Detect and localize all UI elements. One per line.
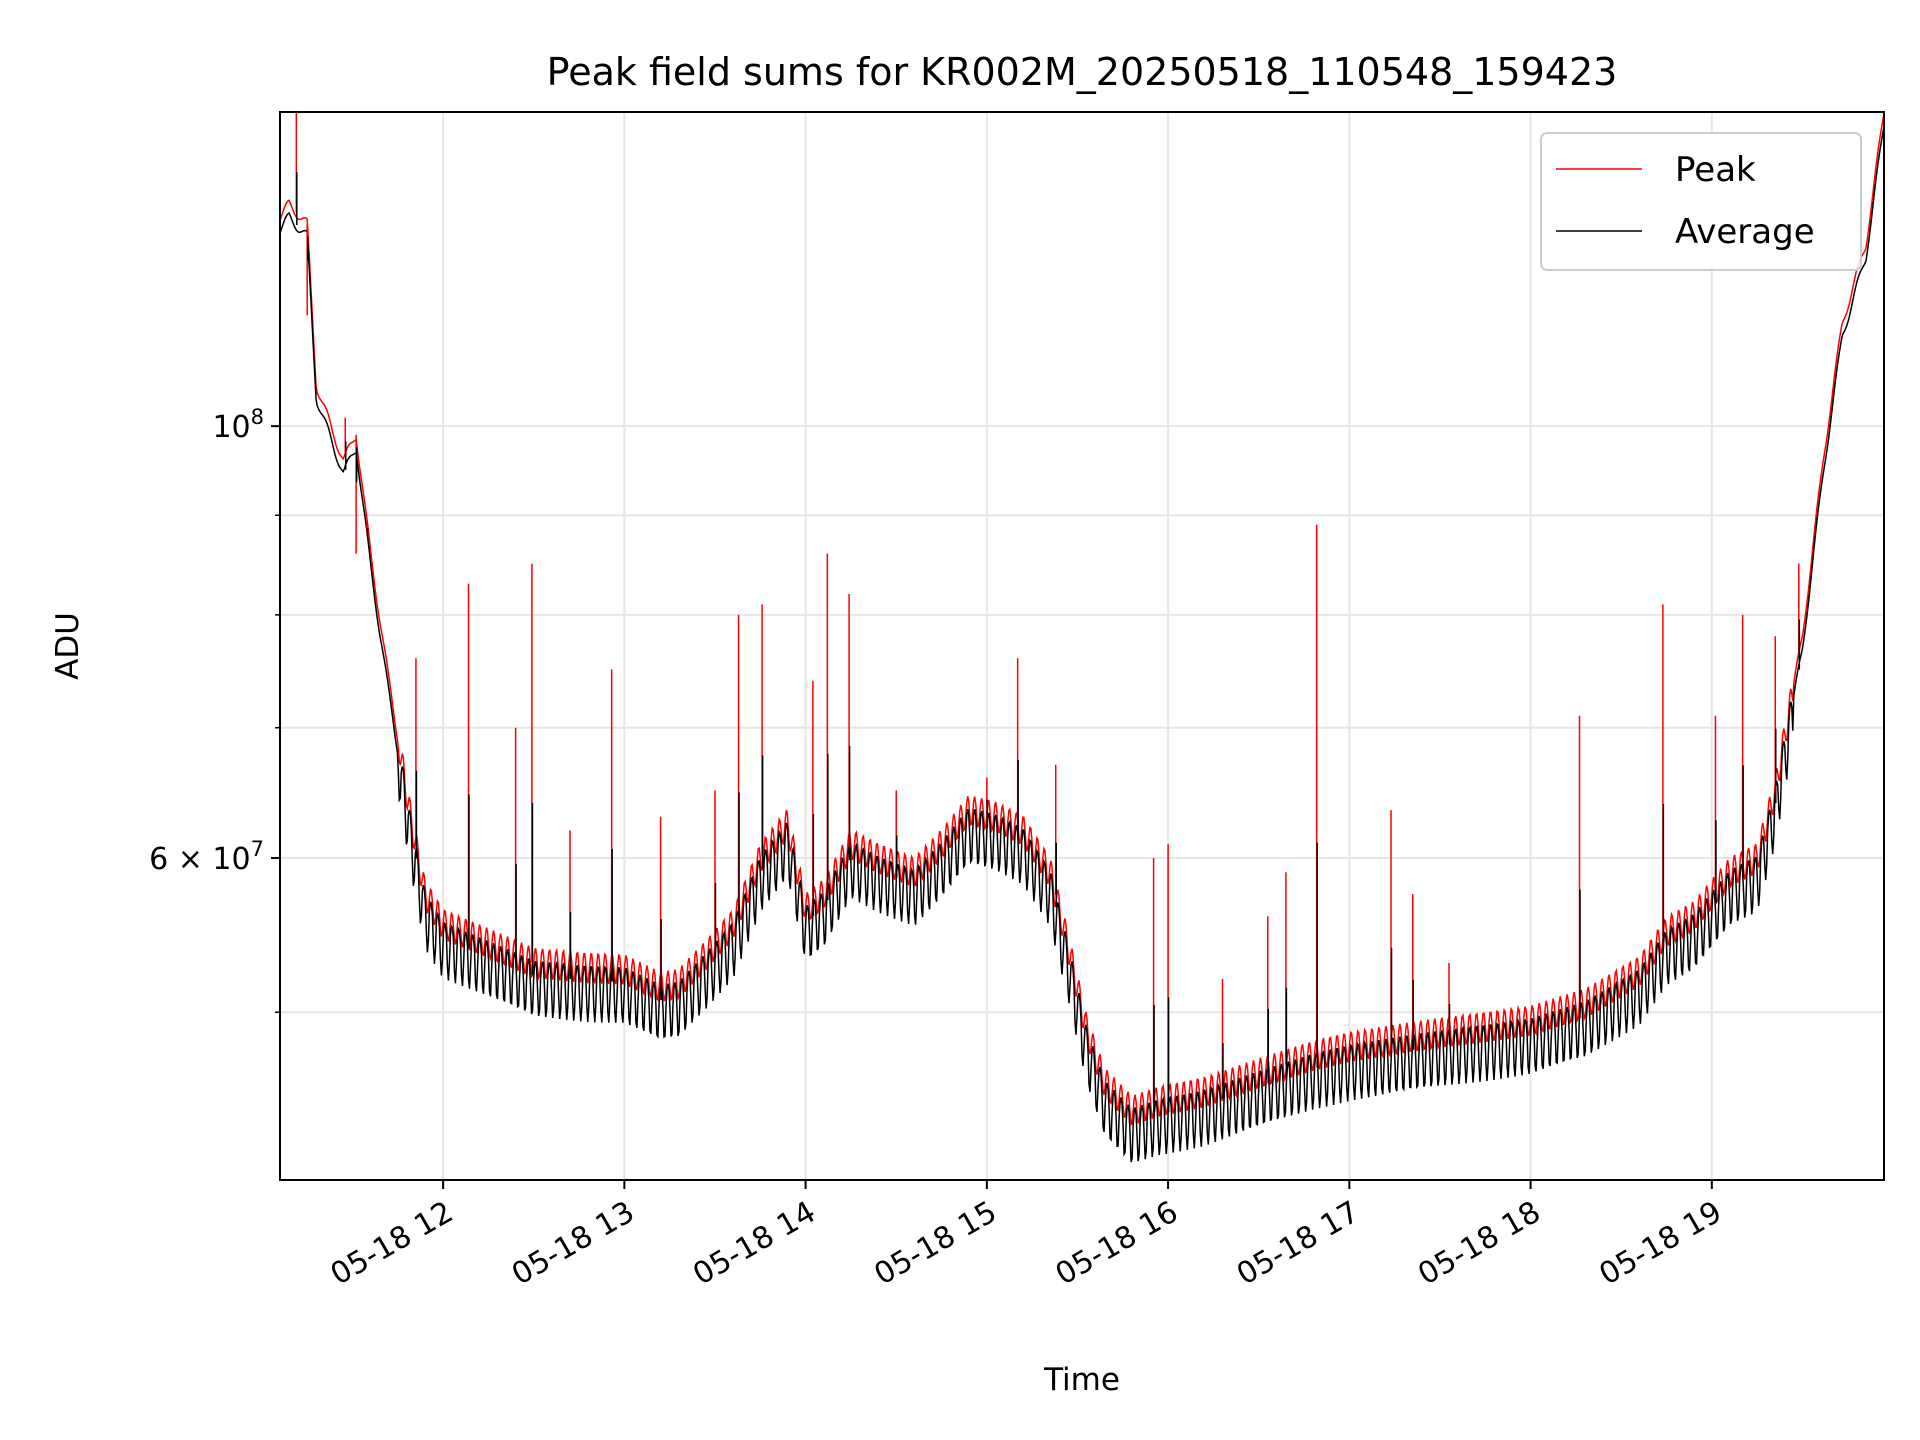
legend-label-average: Average bbox=[1675, 212, 1815, 252]
x-tick-label: 05-18 16 bbox=[1050, 1195, 1184, 1293]
legend-label-peak: Peak bbox=[1675, 150, 1756, 190]
x-tick-label: 05-18 18 bbox=[1412, 1195, 1546, 1293]
y-tick-label: 108 bbox=[212, 405, 264, 445]
series-line-peak bbox=[279, 113, 1885, 1127]
y-axis: 108 6 × 107 bbox=[149, 405, 280, 1013]
grid bbox=[280, 112, 1884, 1180]
plot-area-frame bbox=[279, 111, 1885, 1181]
x-axis-label: Time bbox=[1043, 1362, 1120, 1398]
x-tick-label: 05-18 12 bbox=[325, 1195, 459, 1293]
chart-title: Peak field sums for KR002M_20250518_1105… bbox=[547, 50, 1618, 94]
legend: Peak Average bbox=[1540, 132, 1862, 271]
y-tick-label: 6 × 107 bbox=[149, 837, 264, 877]
x-tick-label: 05-18 14 bbox=[687, 1195, 821, 1293]
x-tick-label: 05-18 19 bbox=[1594, 1195, 1728, 1293]
series-layer bbox=[279, 112, 1885, 1163]
x-tick-label: 05-18 15 bbox=[869, 1195, 1003, 1293]
series-line-average bbox=[279, 126, 1885, 1163]
y-axis-label: ADU bbox=[50, 612, 86, 680]
x-tick-label: 05-18 13 bbox=[506, 1195, 640, 1293]
legend-box bbox=[1540, 132, 1862, 271]
x-tick-label: 05-18 17 bbox=[1231, 1195, 1365, 1293]
x-axis: 05-18 12 05-18 13 05-18 14 05-18 15 05-18 16… bbox=[325, 1180, 1728, 1292]
